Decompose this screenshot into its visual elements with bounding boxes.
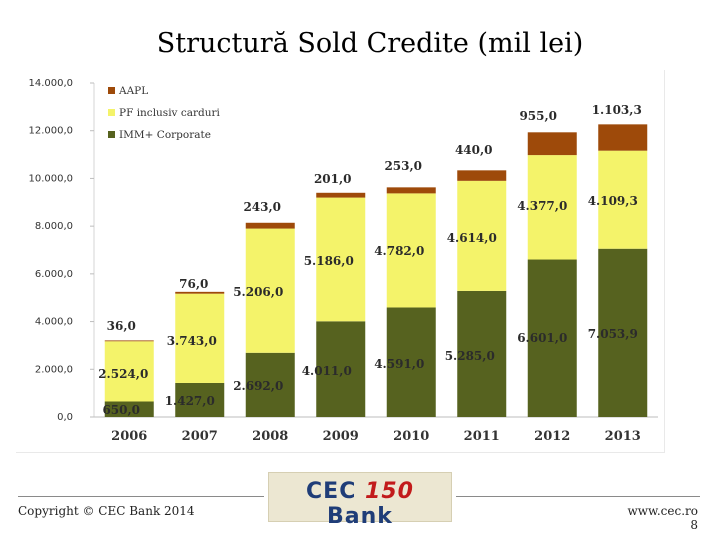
bar-segment-aapl bbox=[245, 222, 295, 229]
data-label: 4.782,0 bbox=[374, 244, 424, 258]
data-label: 650,0 bbox=[102, 403, 140, 417]
legend-swatch bbox=[108, 131, 115, 138]
website-text: www.cec.ro bbox=[627, 504, 698, 518]
data-label: 7.053,9 bbox=[588, 327, 638, 341]
footer-line-left bbox=[18, 496, 264, 497]
bar-segment-imm-corporate bbox=[457, 290, 507, 417]
data-label: 4.614,0 bbox=[447, 231, 497, 245]
bar-segment-pf-inclusiv-carduri bbox=[386, 193, 436, 308]
bar-segment-imm-corporate bbox=[245, 352, 295, 417]
data-label: 253,0 bbox=[384, 159, 422, 173]
bar-segment-imm-corporate bbox=[175, 382, 225, 417]
bar-segment-pf-inclusiv-carduri bbox=[316, 197, 366, 322]
bar-segment-aapl bbox=[457, 170, 507, 181]
logo-anniversary-number: 150 bbox=[365, 479, 414, 504]
data-label: 3.743,0 bbox=[167, 334, 217, 348]
copyright-text: Copyright © CEC Bank 2014 bbox=[18, 504, 195, 518]
bar-segment-imm-corporate bbox=[316, 321, 366, 417]
data-label: 5.285,0 bbox=[445, 349, 495, 363]
bar-segment-imm-corporate bbox=[104, 401, 154, 417]
data-label: 76,0 bbox=[179, 277, 208, 291]
data-label: 201,0 bbox=[314, 172, 352, 186]
y-tick-label: 2.000,0 bbox=[35, 364, 73, 375]
footer-right: www.cec.ro 8 bbox=[627, 504, 698, 532]
bar-segment-aapl bbox=[386, 187, 436, 194]
data-label: 36,0 bbox=[107, 319, 136, 333]
y-tick-label: 4.000,0 bbox=[35, 317, 73, 328]
legend-swatch bbox=[108, 109, 115, 116]
bar-segment-pf-inclusiv-carduri bbox=[598, 150, 648, 249]
x-tick-label: 2008 bbox=[252, 429, 288, 444]
legend-label: AAPL bbox=[118, 85, 148, 97]
legend-swatch bbox=[108, 87, 115, 94]
x-tick-label: 2009 bbox=[323, 429, 359, 444]
bar-segment-pf-inclusiv-carduri bbox=[527, 155, 577, 260]
data-label: 4.011,0 bbox=[302, 364, 352, 378]
bar-segment-aapl bbox=[598, 124, 648, 151]
y-tick-label: 12.000,0 bbox=[28, 126, 73, 137]
bar-segment-imm-corporate bbox=[527, 259, 577, 417]
legend-label: PF inclusiv carduri bbox=[119, 107, 220, 119]
y-tick-label: 6.000,0 bbox=[35, 269, 73, 280]
logo-wordmark: CEC 150 Bank bbox=[269, 479, 451, 529]
stacked-bar-chart: 0,0 2.000,0 4.000,0 6.000,0 8.000,0 10.000,0 1… bbox=[28, 78, 658, 444]
data-label: 243,0 bbox=[243, 200, 281, 214]
bar-segment-pf-inclusiv-carduri bbox=[104, 341, 154, 402]
bar-segment-imm-corporate bbox=[598, 248, 648, 417]
data-label: 5.186,0 bbox=[304, 254, 354, 268]
bar-segment-pf-inclusiv-carduri bbox=[175, 293, 225, 383]
bar-segment-aapl bbox=[175, 291, 225, 294]
data-label: 5.206,0 bbox=[233, 285, 283, 299]
y-tick-label: 14.000,0 bbox=[28, 78, 73, 89]
bar-segment-imm-corporate bbox=[386, 307, 436, 417]
x-tick-label: 2011 bbox=[464, 429, 500, 444]
logo-text-left: CEC bbox=[306, 479, 357, 504]
data-label: 4.377,0 bbox=[517, 199, 567, 213]
bar-segment-pf-inclusiv-carduri bbox=[457, 180, 507, 291]
data-label: 955,0 bbox=[519, 109, 557, 123]
bar-segment-pf-inclusiv-carduri bbox=[245, 228, 295, 353]
footer-line-right bbox=[456, 496, 700, 497]
logo-text-right: Bank bbox=[327, 504, 393, 529]
data-label: 440,0 bbox=[455, 143, 493, 157]
data-label: 2.524,0 bbox=[98, 367, 148, 381]
cec-bank-logo: CEC 150 Bank bbox=[268, 472, 452, 529]
y-tick-label: 10.000,0 bbox=[28, 173, 73, 184]
y-tick-label: 0,0 bbox=[57, 412, 73, 423]
x-tick-label: 2007 bbox=[182, 429, 218, 444]
page-number: 8 bbox=[690, 518, 698, 532]
bar-segment-aapl bbox=[104, 340, 154, 342]
bar-segment-aapl bbox=[316, 192, 366, 198]
page-title: Structură Sold Credite (mil lei) bbox=[156, 28, 584, 59]
data-label: 4.591,0 bbox=[374, 357, 424, 371]
data-label: 1.427,0 bbox=[165, 394, 215, 408]
y-tick-label: 8.000,0 bbox=[35, 221, 73, 232]
chart-panel: 0,0 2.000,0 4.000,0 6.000,0 8.000,0 10.000,0 1… bbox=[16, 70, 665, 453]
x-tick-label: 2012 bbox=[534, 429, 570, 444]
x-tick-label: 2010 bbox=[393, 429, 429, 444]
x-tick-label: 2006 bbox=[111, 429, 147, 444]
data-label: 4.109,3 bbox=[588, 194, 638, 208]
data-label: 2.692,0 bbox=[233, 379, 283, 393]
data-label: 6.601,0 bbox=[517, 331, 567, 345]
bar-segment-aapl bbox=[527, 132, 577, 156]
legend-label: IMM+ Corporate bbox=[119, 129, 211, 141]
data-label: 1.103,3 bbox=[592, 103, 642, 117]
x-tick-label: 2013 bbox=[605, 429, 641, 444]
